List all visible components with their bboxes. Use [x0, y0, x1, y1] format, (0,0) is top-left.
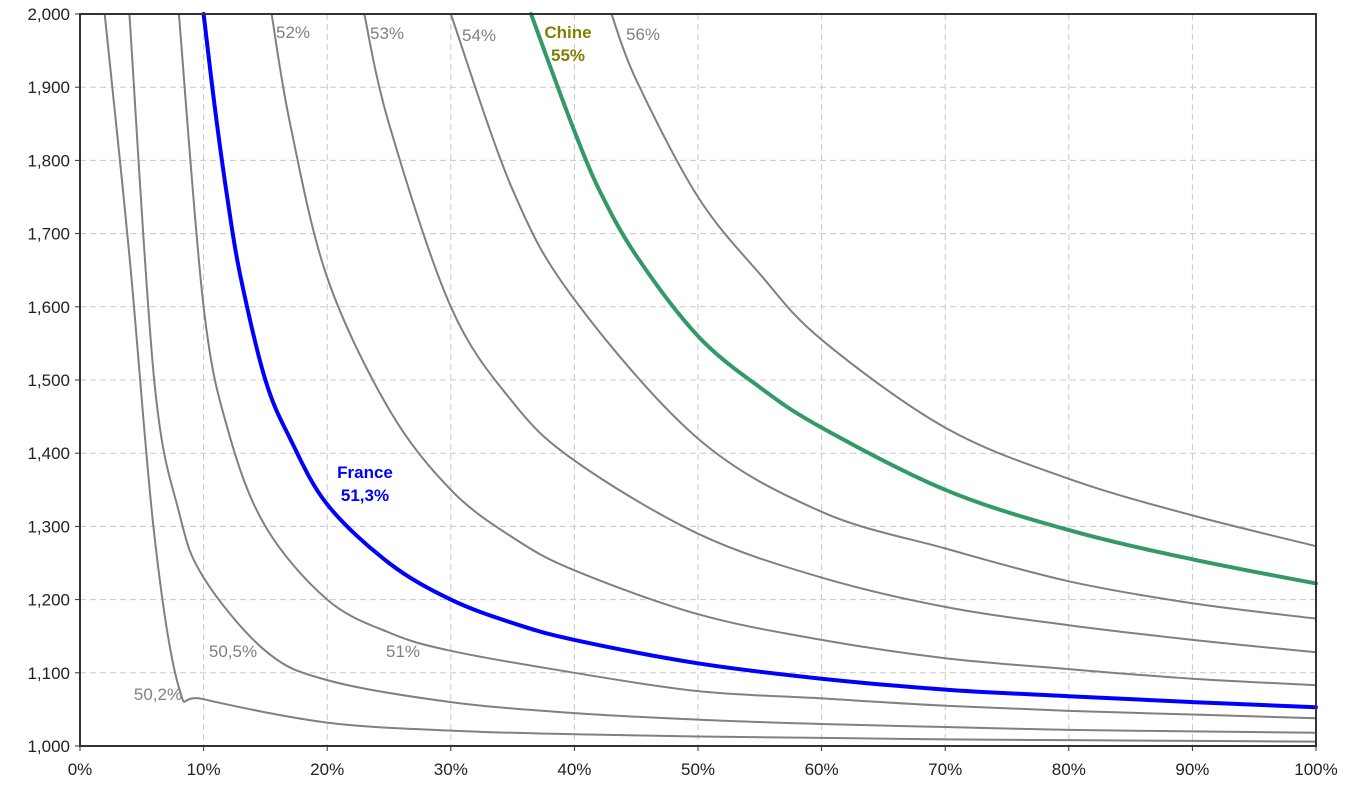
series-group	[103, 12, 1318, 743]
y-tick-label: 1,700	[27, 225, 70, 244]
series-line-56-	[610, 13, 1317, 548]
series-line-51-	[177, 13, 1317, 720]
series-line-54-	[449, 13, 1317, 620]
x-tick-label: 0%	[68, 760, 93, 779]
y-tick-label: 1,400	[27, 444, 70, 463]
x-tick-label: 70%	[928, 760, 962, 779]
x-tick-label: 40%	[557, 760, 591, 779]
x-tick-label: 80%	[1052, 760, 1086, 779]
y-tick-label: 1,800	[27, 151, 70, 170]
grid	[80, 14, 1316, 746]
y-axis: 1,000 1,100 1,200 1,300 1,400 1,500 1,600 1,700…	[27, 5, 80, 756]
series-labels: 50,2% 50,5% 51% France 51,3% 52% 53% 54% Chine 55…	[134, 23, 660, 704]
x-tick-label: 90%	[1175, 760, 1209, 779]
series-label-53-: 53%	[370, 24, 404, 43]
x-tick-label: 100%	[1294, 760, 1337, 779]
y-tick-label: 1,300	[27, 517, 70, 536]
series-line-50-2-	[103, 13, 1317, 743]
y-tick-label: 2,000	[27, 5, 70, 24]
series-line-chine	[529, 12, 1318, 586]
y-tick-label: 1,200	[27, 591, 70, 610]
series-line-52-	[270, 13, 1317, 687]
x-tick-label: 50%	[681, 760, 715, 779]
series-label-51-: 51%	[386, 642, 420, 661]
y-tick-label: 1,100	[27, 664, 70, 683]
series-line-53-	[363, 13, 1317, 654]
y-tick-label: 1,500	[27, 371, 70, 390]
x-tick-label: 60%	[805, 760, 839, 779]
series-label-50-5-: 50,5%	[209, 642, 257, 661]
series-line-50-5-	[128, 13, 1317, 734]
series-label-france: France 51,3%	[337, 463, 393, 505]
series-label-52-: 52%	[276, 23, 310, 42]
series-label-54-: 54%	[462, 26, 496, 45]
x-tick-label: 10%	[187, 760, 221, 779]
y-tick-label: 1,600	[27, 298, 70, 317]
series-label-56-: 56%	[626, 25, 660, 44]
x-tick-label: 30%	[434, 760, 468, 779]
x-tick-label: 20%	[310, 760, 344, 779]
y-tick-label: 1,900	[27, 78, 70, 97]
series-line-france	[201, 12, 1318, 710]
series-label-50-2-: 50,2%	[134, 685, 182, 704]
y-tick-label: 1,000	[27, 737, 70, 756]
x-axis: 0% 10% 20% 30% 40% 50% 60% 70% 80% 90% 100%	[68, 746, 1338, 779]
series-label-chine: Chine 55%	[544, 23, 591, 65]
